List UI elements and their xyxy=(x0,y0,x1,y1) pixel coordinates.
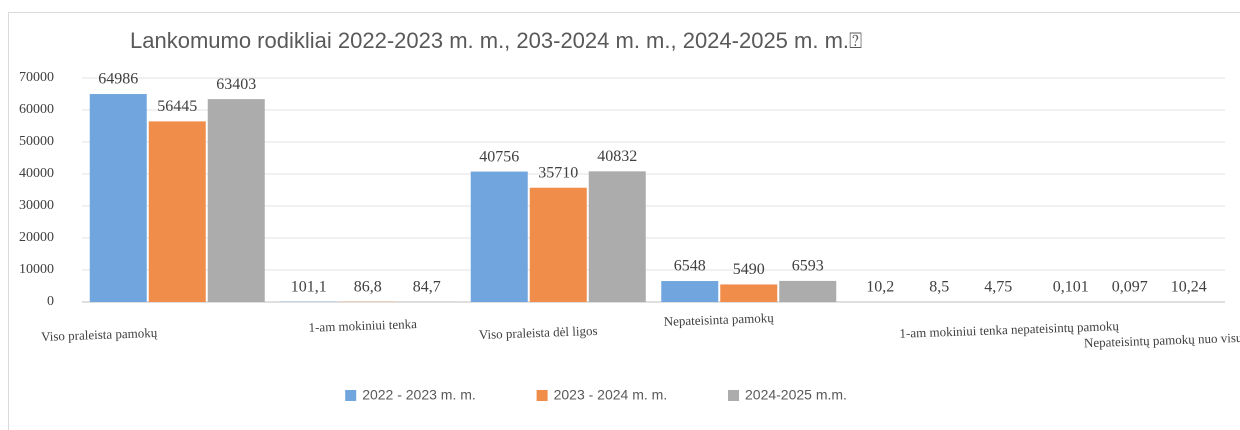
y-tick-label: 10000 xyxy=(19,262,54,277)
y-tick-label: 30000 xyxy=(19,198,54,213)
data-label: 5490 xyxy=(733,261,765,278)
bar xyxy=(529,187,587,302)
legend-swatch xyxy=(345,390,357,401)
data-label: 4,75 xyxy=(984,279,1012,296)
legend-swatch xyxy=(728,390,739,401)
data-label: 0,101 xyxy=(1053,279,1089,296)
chart-border xyxy=(8,12,1240,430)
bar xyxy=(720,284,778,302)
bar xyxy=(588,171,646,302)
data-label: 6548 xyxy=(674,258,706,275)
bar xyxy=(661,281,719,302)
data-label: 64986 xyxy=(98,71,138,88)
bar xyxy=(148,121,206,302)
x-tick-label: Nepateisinta pamokų xyxy=(663,310,774,329)
data-label: 0,097 xyxy=(1112,279,1148,296)
data-label: 10,2 xyxy=(866,279,894,296)
x-tick-label: Viso praleista dėl ligos xyxy=(479,323,598,342)
data-label: 63403 xyxy=(216,76,256,93)
bar xyxy=(779,280,837,302)
data-label: 40756 xyxy=(479,148,519,165)
y-tick-label: 40000 xyxy=(19,166,54,181)
data-label: 35710 xyxy=(538,164,578,181)
x-tick-label: Viso praleista pamokų xyxy=(41,325,158,344)
x-tick-label: 1-am mokiniui tenka xyxy=(308,316,417,335)
bar xyxy=(470,171,528,302)
data-label: 101,1 xyxy=(291,278,327,295)
bar xyxy=(89,94,147,302)
data-label: 40832 xyxy=(597,148,637,165)
y-tick-label: 60000 xyxy=(19,102,54,117)
chart-title: Lankomumo rodikliai 2022-2023 m. m., 203… xyxy=(130,28,862,53)
legend-label: 2023 - 2024 m. m. xyxy=(554,387,668,403)
y-tick-label: 0 xyxy=(47,294,54,309)
y-tick-label: 70000 xyxy=(19,70,54,85)
y-tick-label: 20000 xyxy=(19,230,54,245)
data-label: 56445 xyxy=(157,98,197,115)
data-label: 8,5 xyxy=(929,279,949,296)
data-label: 86,8 xyxy=(354,278,382,295)
y-tick-label: 50000 xyxy=(19,134,54,149)
data-label: 84,7 xyxy=(413,278,441,295)
data-label: 6593 xyxy=(792,258,824,275)
legend-swatch xyxy=(536,390,548,401)
data-label: 10,24 xyxy=(1171,279,1207,296)
bar xyxy=(207,99,265,302)
legend-label: 2022 - 2023 m. m. xyxy=(362,387,476,403)
legend-label: 2024-2025 m.m. xyxy=(745,387,847,403)
